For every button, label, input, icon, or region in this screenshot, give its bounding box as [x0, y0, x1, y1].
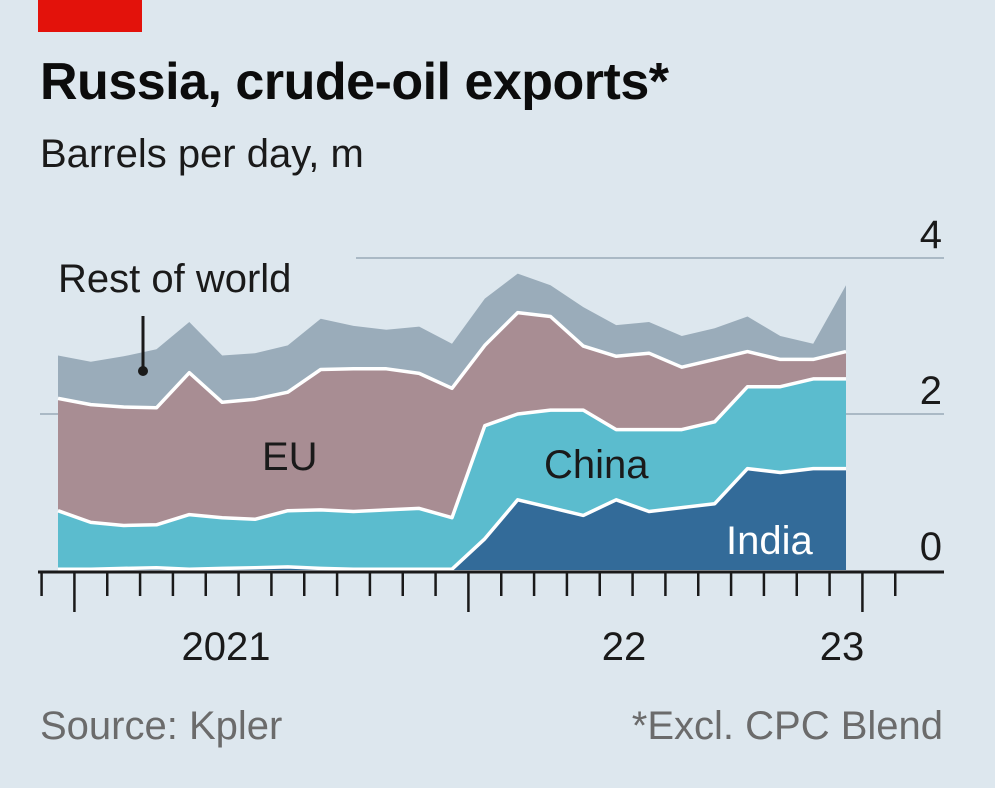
brand-tag	[38, 0, 142, 32]
y-tick-label-4: 4	[920, 213, 942, 257]
stacked-areas	[57, 273, 847, 571]
chart-subtitle: Barrels per day, m	[40, 132, 364, 176]
separator-line-2	[57, 310, 847, 410]
label-rest-of-world: Rest of world	[58, 257, 291, 301]
area-china	[58, 378, 846, 570]
source-note: Source: Kpler	[40, 704, 283, 748]
footnote: *Excl. CPC Blend	[631, 704, 943, 748]
area-eu	[58, 312, 846, 526]
x-tick-label-22: 22	[602, 625, 647, 669]
label-eu: EU	[262, 435, 318, 479]
x-tick-label-23: 23	[820, 625, 865, 669]
separator-line-0	[58, 466, 846, 571]
area-india	[58, 468, 846, 570]
y-tick-label-2: 2	[920, 369, 942, 413]
label-india: India	[726, 519, 813, 563]
label-china: China	[544, 443, 649, 487]
x-axis	[38, 570, 944, 612]
x-tick-label-2021: 2021	[182, 625, 271, 669]
y-tick-label-0: 0	[920, 525, 942, 569]
area-rest-of-world	[58, 273, 846, 408]
separator-line-1	[57, 377, 846, 528]
rest-of-world-pointer-dot	[138, 366, 148, 376]
chart-title: Russia, crude-oil exports*	[40, 53, 669, 111]
